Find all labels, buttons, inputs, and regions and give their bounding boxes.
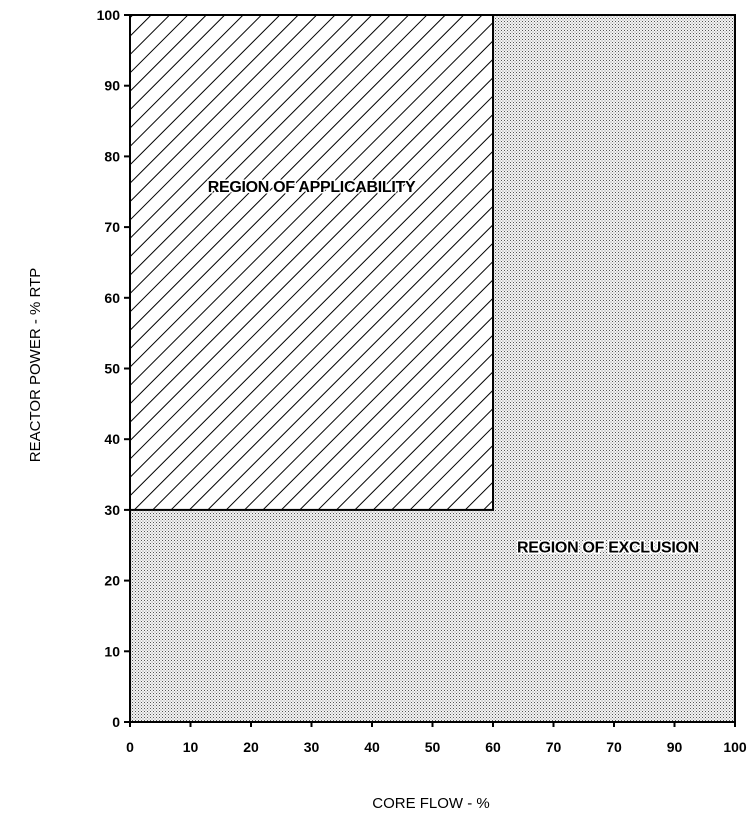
region-exclusion-label: REGION OF EXCLUSION (517, 539, 699, 556)
annotations-layer: REGION OF APPLICABILITY REGION OF EXCLUSI… (206, 177, 701, 558)
y-tick-label: 30 (104, 502, 120, 518)
y-tick-label: 10 (104, 643, 120, 659)
y-tick-label: 50 (104, 361, 120, 377)
x-tick-label: 100 (723, 739, 747, 755)
y-axis-title: REACTOR POWER - % RTP (27, 268, 44, 462)
x-tick-label: 70 (546, 739, 562, 755)
x-tick-label: 30 (304, 739, 320, 755)
region-applicability-label: REGION OF APPLICABILITY (208, 179, 416, 196)
region-applicability (129, 14, 494, 511)
x-tick-label: 20 (243, 739, 259, 755)
ticks-layer: 0 10 20 30 40 50 60 70 70 90 100 0 10 20 30 40 50 60 70 80 9… (97, 7, 747, 755)
x-tick-label: 10 (183, 739, 199, 755)
y-tick-label: 40 (104, 431, 120, 447)
x-tick-label: 70 (606, 739, 622, 755)
x-tick-label: 0 (126, 739, 134, 755)
x-tick-label: 40 (364, 739, 380, 755)
x-tick-label: 90 (667, 739, 683, 755)
y-tick-label: 80 (104, 148, 120, 164)
y-tick-label: 0 (112, 714, 120, 730)
x-tick-label: 60 (485, 739, 501, 755)
y-tick-label: 20 (104, 573, 120, 589)
y-tick-label: 100 (97, 7, 121, 23)
y-tick-label: 70 (104, 219, 120, 235)
regions-layer (129, 14, 735, 722)
x-tick-label: 50 (425, 739, 441, 755)
x-axis-title: CORE FLOW - % (372, 795, 490, 812)
y-tick-label: 60 (104, 290, 120, 306)
y-tick-label: 90 (104, 78, 120, 94)
